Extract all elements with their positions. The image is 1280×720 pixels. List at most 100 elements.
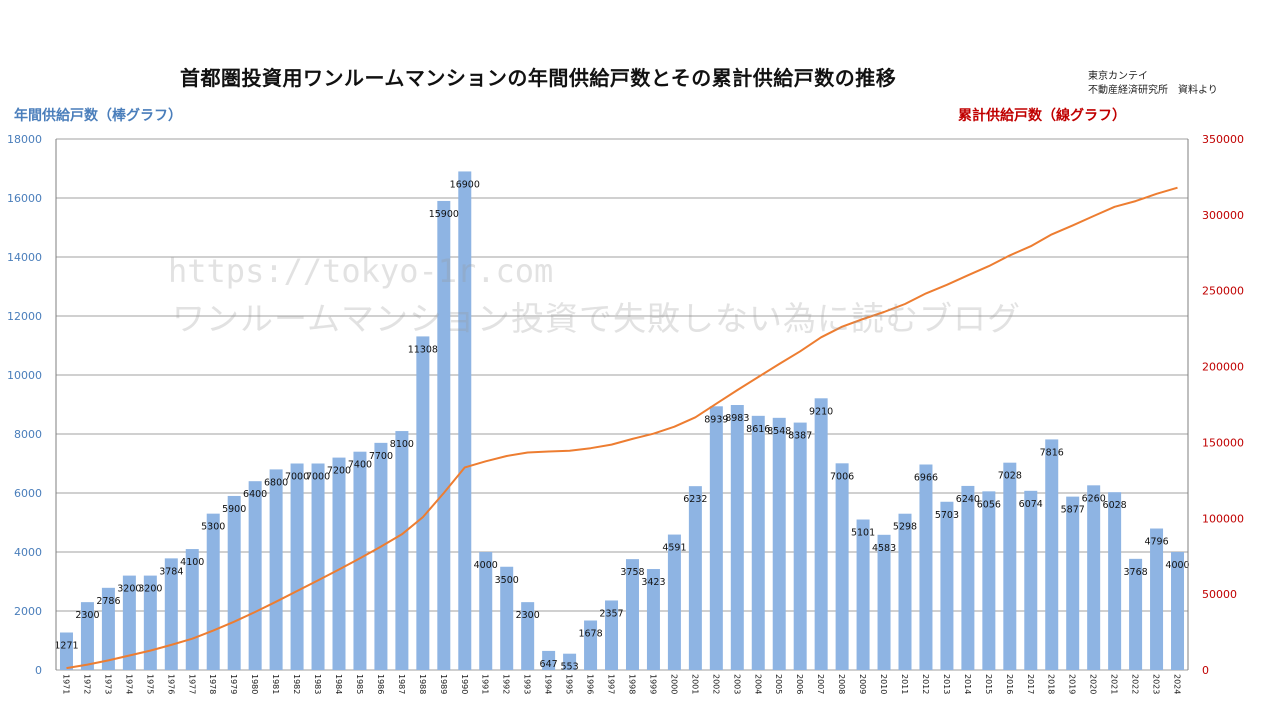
x-tick-label: 1982 xyxy=(292,674,301,694)
x-tick-label: 2014 xyxy=(963,674,972,694)
watermark-url: https://tokyo-1r.com xyxy=(168,252,554,290)
x-tick-label: 1997 xyxy=(607,674,616,694)
y-right-tick-label: 100000 xyxy=(1202,512,1244,525)
x-tick-label: 1983 xyxy=(313,674,322,694)
line-series xyxy=(66,186,1178,670)
x-tick-label: 2006 xyxy=(795,674,804,694)
y-left-tick-label: 0 xyxy=(35,664,42,677)
bar xyxy=(605,600,619,670)
watermark-text: ワンルームマンション投資で失敗しない為に読むブログ xyxy=(172,299,1022,338)
x-tick-label: 1993 xyxy=(523,674,532,694)
bar-value-label: 4591 xyxy=(662,543,686,554)
bar-value-label: 3768 xyxy=(1123,567,1147,578)
data-labels: 1271230027863200320037844100530059006400… xyxy=(54,179,1189,672)
x-tick-label: 2004 xyxy=(753,674,762,694)
x-tick-label: 1994 xyxy=(544,674,553,694)
bar-value-label: 6400 xyxy=(243,489,267,500)
bar xyxy=(835,463,849,670)
bar xyxy=(332,457,346,670)
bar xyxy=(437,200,451,670)
bar xyxy=(814,398,828,670)
bar xyxy=(772,417,786,670)
bar xyxy=(521,602,535,670)
bar xyxy=(59,632,73,670)
bar xyxy=(625,559,639,670)
x-tick-label: 2018 xyxy=(1047,674,1056,694)
y-left-tick-label: 12000 xyxy=(7,310,42,323)
bar-series xyxy=(59,171,1185,670)
y-right-tick-label: 150000 xyxy=(1202,436,1244,449)
y-right-tick-label: 300000 xyxy=(1202,209,1244,222)
bar xyxy=(584,620,598,670)
bar xyxy=(374,442,388,670)
x-tick-label: 2008 xyxy=(837,674,846,694)
source-line-1: 東京カンテイ xyxy=(1088,71,1148,82)
x-tick-label: 2010 xyxy=(879,674,888,694)
x-tick-label: 2022 xyxy=(1131,674,1140,694)
x-tick-label: 1973 xyxy=(103,674,112,694)
bar-value-label: 5298 xyxy=(893,522,917,533)
bar-value-label: 7000 xyxy=(306,472,330,483)
bar xyxy=(1003,462,1017,670)
y-right-tick-label: 50000 xyxy=(1202,588,1237,601)
bar-value-label: 3500 xyxy=(495,575,519,586)
bar-value-label: 553 xyxy=(561,662,579,673)
bar-value-label: 7816 xyxy=(1040,447,1064,458)
bar-value-label: 5101 xyxy=(851,528,875,539)
x-tick-label: 2007 xyxy=(816,674,825,694)
bar-value-label: 6028 xyxy=(1103,500,1127,511)
x-tick-label: 2016 xyxy=(1005,674,1014,694)
y-left-tick-label: 4000 xyxy=(14,546,42,559)
bar-value-label: 11308 xyxy=(408,344,438,355)
y-left-tick-label: 2000 xyxy=(14,605,42,618)
x-tick-label: 2012 xyxy=(921,674,930,694)
bar-value-label: 1271 xyxy=(54,641,78,652)
bar xyxy=(982,491,996,670)
bar-value-label: 3200 xyxy=(117,584,141,595)
bar xyxy=(667,534,681,670)
bar-value-label: 7000 xyxy=(285,472,309,483)
bar-value-label: 4100 xyxy=(180,557,204,568)
bar xyxy=(479,552,493,670)
bar-value-label: 8939 xyxy=(704,414,728,425)
bar xyxy=(269,469,283,670)
bar xyxy=(1108,492,1122,670)
x-tick-label: 1996 xyxy=(586,674,595,694)
bar-value-label: 6232 xyxy=(683,494,707,505)
bar-value-label: 8616 xyxy=(746,424,770,435)
bar xyxy=(248,481,262,670)
source-line-2: 不動産経済研究所 資料より xyxy=(1088,85,1218,96)
y-right-tick-label: 350000 xyxy=(1202,133,1244,146)
bar xyxy=(961,485,975,670)
bar-value-label: 2300 xyxy=(75,610,99,621)
x-tick-label: 2015 xyxy=(984,674,993,694)
bar xyxy=(395,431,409,670)
bar-value-label: 2786 xyxy=(96,596,120,607)
bar xyxy=(688,486,702,670)
x-tick-label: 2005 xyxy=(774,674,783,694)
left-axis-label: 年間供給戸数（棒グラフ） xyxy=(14,108,182,124)
chart-title: 首都圏投資用ワンルームマンションの年間供給戸数とその累計供給戸数の推移 xyxy=(180,66,897,90)
x-tick-label: 1986 xyxy=(376,674,385,694)
bar xyxy=(856,519,870,670)
gridlines xyxy=(56,138,1188,671)
bar xyxy=(164,558,178,670)
bar-value-label: 6966 xyxy=(914,473,938,484)
bar xyxy=(206,513,220,670)
bar-value-label: 6240 xyxy=(956,494,980,505)
bar xyxy=(122,575,136,670)
x-tick-label: 1995 xyxy=(565,674,574,694)
x-tick-label: 2019 xyxy=(1068,674,1077,694)
bar xyxy=(1150,528,1164,670)
x-tick-label: 2000 xyxy=(669,674,678,694)
bar-value-label: 5300 xyxy=(201,522,225,533)
bar xyxy=(542,650,556,670)
bar xyxy=(1024,490,1038,670)
bar-value-label: 6800 xyxy=(264,477,288,488)
bar xyxy=(80,602,94,670)
bar-value-label: 647 xyxy=(540,659,558,670)
y-right-tick-label: 200000 xyxy=(1202,361,1244,374)
x-tick-label: 1976 xyxy=(166,674,175,694)
y-left-tick-label: 14000 xyxy=(7,251,42,264)
